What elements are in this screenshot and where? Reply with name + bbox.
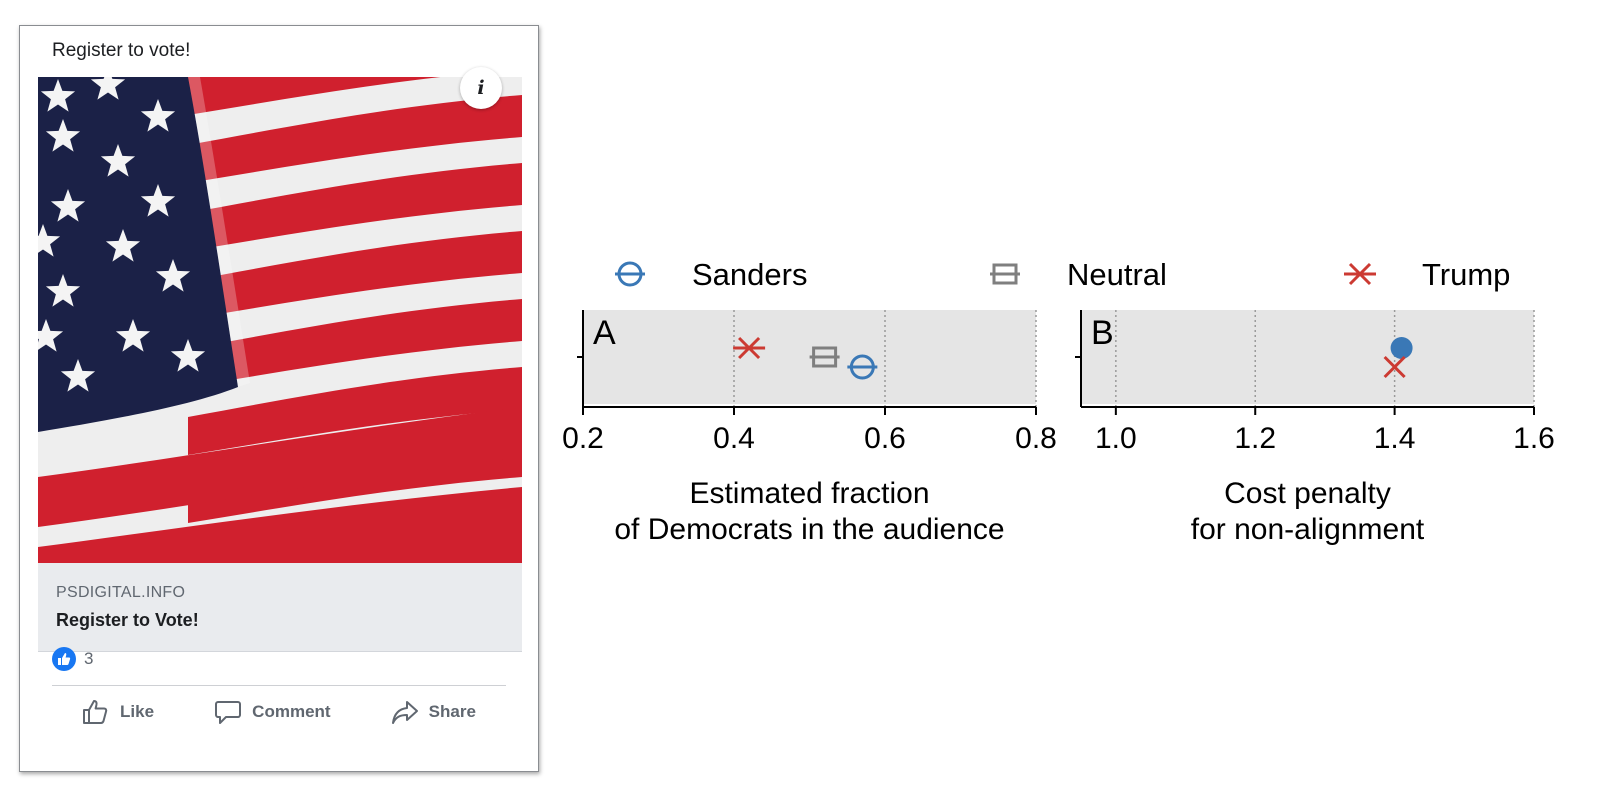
like-reaction-icon <box>52 647 76 671</box>
comment-icon <box>214 698 242 726</box>
panel-b-xlabel-line: Cost penalty <box>1224 477 1391 510</box>
flag-image[interactable] <box>38 77 522 563</box>
panel-b-xlabel-line: for non-alignment <box>1191 513 1425 546</box>
panel-a-tick-label: 0.4 <box>713 422 755 455</box>
legend-marker-sanders <box>615 261 645 287</box>
comment-button[interactable]: Comment <box>214 698 331 726</box>
ad-headline: Register to vote! <box>52 40 191 61</box>
ad-card: Register to vote! i PSDIGITAL.INFO Regis… <box>19 25 539 772</box>
legend-label-neutral: Neutral <box>1067 257 1167 292</box>
reaction-count: 3 <box>84 649 94 668</box>
american-flag-image <box>38 77 522 563</box>
link-preview[interactable]: PSDIGITAL.INFO Register to Vote! <box>38 563 522 652</box>
panel-a-point-sanders <box>847 354 878 380</box>
panel-b-background <box>1081 310 1534 404</box>
info-icon: i <box>477 77 485 99</box>
panel-a-tick-label: 0.2 <box>562 422 604 455</box>
panel-a-tick-label: 0.8 <box>1015 422 1057 455</box>
panel-a-tick-label: 0.6 <box>864 422 906 455</box>
divider <box>52 685 506 686</box>
like-label: Like <box>120 702 155 721</box>
chart-figure: Sanders Neutral Trump 0.2 0.4 0.6 0.8 A Estimate… <box>560 240 1560 565</box>
info-button[interactable]: i <box>460 67 502 109</box>
chart-canvas: Sanders Neutral Trump 0.2 0.4 0.6 0.8 A Estimate… <box>562 257 1555 546</box>
panel-b-point-trump <box>1383 355 1406 379</box>
panel-b-point-sanders <box>1390 337 1413 359</box>
panel-a-point-trump <box>733 336 766 360</box>
panel-a-point-neutral <box>809 346 840 368</box>
legend-marker-neutral <box>990 263 1020 285</box>
panel-b-tick-label: 1.4 <box>1374 422 1416 455</box>
panel-a-xlabel-line: Estimated fraction <box>689 477 929 510</box>
legend-label-trump: Trump <box>1422 257 1510 292</box>
reactions-summary[interactable]: 3 <box>52 646 93 672</box>
panel-a-background <box>583 310 1036 404</box>
like-button[interactable]: Like <box>82 698 154 726</box>
panel-b-tick-label: 1.6 <box>1513 422 1555 455</box>
link-domain: PSDIGITAL.INFO <box>56 584 186 601</box>
share-icon <box>391 698 419 726</box>
thumbs-up-icon <box>82 698 110 726</box>
share-button[interactable]: Share <box>391 698 476 726</box>
legend-marker-trump <box>1344 262 1376 286</box>
panel-a-label: A <box>593 314 616 352</box>
legend: Sanders Neutral Trump <box>615 257 1510 292</box>
comment-label: Comment <box>252 702 331 721</box>
panel-b-label: B <box>1091 314 1114 352</box>
link-title: Register to Vote! <box>56 610 199 630</box>
legend-label-sanders: Sanders <box>692 257 807 292</box>
panel-a-xlabel-line: of Democrats in the audience <box>614 513 1004 546</box>
panel-b-tick-label: 1.2 <box>1234 422 1276 455</box>
panel-b-tick-label: 1.0 <box>1095 422 1137 455</box>
action-bar: Like Comment Share <box>52 692 506 732</box>
share-label: Share <box>428 702 476 721</box>
